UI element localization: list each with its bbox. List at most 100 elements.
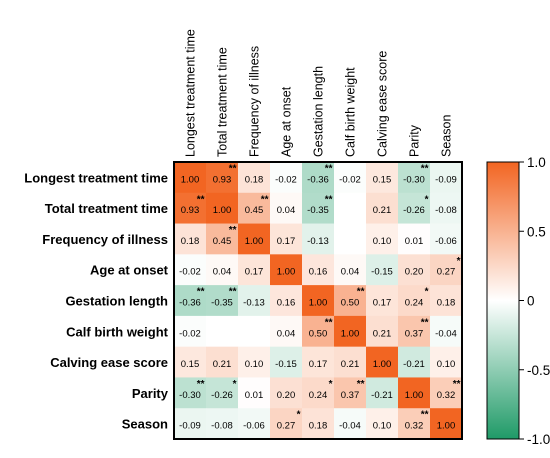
significance-marker: ** — [421, 164, 429, 175]
cell-value: 0.17 — [373, 298, 392, 309]
cell-value: 0.37 — [405, 328, 424, 339]
column-label: Parity — [408, 124, 422, 157]
heatmap-cell — [430, 408, 463, 440]
significance-marker: ** — [197, 287, 205, 298]
heatmap-cell — [206, 223, 239, 255]
cell-value: 0.45 — [245, 205, 264, 216]
heatmap-cell — [398, 408, 431, 440]
heatmap-cell — [270, 162, 303, 194]
cell-value: 0.27 — [437, 267, 456, 278]
cell-value: -0.35 — [211, 298, 233, 309]
cell-value: 0.15 — [181, 359, 200, 370]
heatmap-cell — [270, 192, 303, 224]
heatmap-cell — [366, 315, 399, 347]
cell-value: 0.27 — [277, 421, 296, 432]
cell-value: 0.17 — [245, 267, 264, 278]
cell-value: 0.21 — [213, 359, 232, 370]
row-label: Longest treatment time — [24, 170, 168, 185]
heatmap-cell — [366, 346, 399, 378]
cell-value: -0.06 — [435, 236, 457, 247]
column-label: Longest treatment time — [184, 29, 198, 157]
heatmap-cell — [366, 377, 399, 409]
cell-value: 0.32 — [437, 390, 456, 401]
cell-value: 0.18 — [309, 421, 328, 432]
heatmap-cell — [398, 346, 431, 378]
cell-value: 0.32 — [405, 421, 424, 432]
cell-value: 1.00 — [437, 421, 456, 432]
significance-marker: ** — [421, 317, 429, 328]
heatmap-cell — [174, 346, 207, 378]
cell-value: 0.18 — [181, 236, 200, 247]
significance-marker: * — [457, 256, 461, 267]
significance-marker: * — [329, 379, 333, 390]
heatmap-cell — [430, 192, 463, 224]
column-label: Gestation length — [312, 66, 326, 157]
cell-value: 0.16 — [277, 298, 296, 309]
heatmap-cell — [206, 285, 239, 317]
heatmap-cell — [270, 223, 303, 255]
heatmap-cell — [206, 315, 239, 347]
cell-value: 0.04 — [277, 205, 296, 216]
column-label: Calving ease score — [376, 51, 390, 157]
significance-marker: ** — [229, 225, 237, 236]
heatmap-cell — [334, 408, 367, 440]
heatmap-cell — [270, 408, 303, 440]
heatmap-cell — [302, 162, 335, 194]
cell-value: 0.18 — [245, 174, 264, 185]
cell-value: 1.00 — [181, 174, 200, 185]
cell-value: 0.01 — [245, 390, 264, 401]
cell-value: -0.08 — [211, 421, 233, 432]
cell-value: 0.45 — [213, 236, 232, 247]
cell-value: -0.13 — [307, 236, 329, 247]
cell-value: 1.00 — [277, 267, 296, 278]
heatmap-cell — [366, 408, 399, 440]
row-label: Total treatment time — [45, 201, 168, 216]
heatmap-cell — [270, 346, 303, 378]
cell-value: 0.21 — [373, 328, 392, 339]
heatmap-cell — [366, 254, 399, 286]
cell-value: 0.04 — [277, 328, 296, 339]
cell-value: -0.15 — [275, 359, 297, 370]
heatmap-cell — [302, 192, 335, 224]
heatmap-cells: 1.00 0.93**0.18 -0.02 -0.36**-0.02 0.15 -0.30… — [174, 162, 463, 440]
heatmap-cell — [334, 315, 367, 347]
significance-marker: * — [233, 379, 237, 390]
cell-value: 0.15 — [373, 174, 392, 185]
heatmap-cell — [238, 285, 271, 317]
heatmap-cell — [398, 377, 431, 409]
cell-value: -0.26 — [211, 390, 233, 401]
cell-value: 0.93 — [181, 205, 200, 216]
heatmap-cell — [430, 223, 463, 255]
column-label: Age at onset — [280, 86, 294, 157]
heatmap-cell — [270, 254, 303, 286]
cell-value: -0.36 — [179, 298, 201, 309]
heatmap-cell — [302, 346, 335, 378]
heatmap-cell — [302, 315, 335, 347]
cell-value: 0.21 — [373, 205, 392, 216]
heatmap-cell — [334, 223, 367, 255]
heatmap-cell — [430, 315, 463, 347]
row-label: Gestation length — [65, 294, 168, 309]
heatmap-cell — [174, 254, 207, 286]
heatmap-cell — [398, 254, 431, 286]
significance-marker: ** — [453, 379, 461, 390]
heatmap-cell — [366, 192, 399, 224]
cell-value: 1.00 — [405, 390, 424, 401]
significance-marker: ** — [325, 317, 333, 328]
heatmap-border — [173, 161, 463, 440]
cell-value: -0.26 — [403, 205, 425, 216]
heatmap-cell — [398, 285, 431, 317]
cell-value: -0.13 — [243, 298, 265, 309]
row-labels: Longest treatment time Total treatment ti… — [24, 170, 169, 431]
cell-value: 0.24 — [309, 390, 328, 401]
heatmap-cell — [270, 315, 303, 347]
cell-value: 0.16 — [309, 267, 328, 278]
cell-value: -0.36 — [307, 174, 329, 185]
heatmap-cell — [238, 192, 271, 224]
cell-value: 1.00 — [373, 359, 392, 370]
cell-value: 0.04 — [341, 267, 360, 278]
cell-value: 0.10 — [373, 236, 392, 247]
heatmap-cell — [206, 162, 239, 194]
significance-marker: * — [425, 287, 429, 298]
cell-value: -0.08 — [435, 205, 457, 216]
